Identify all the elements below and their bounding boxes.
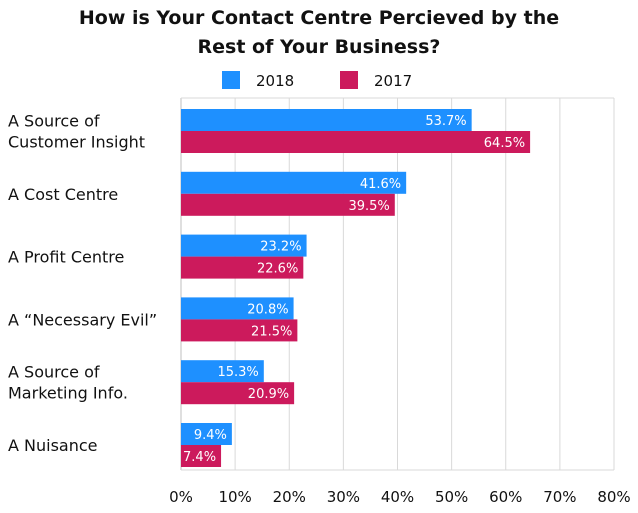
data-label-2018-2: 23.2% bbox=[260, 240, 301, 255]
x-tick-label: 40% bbox=[381, 488, 414, 506]
data-label-2018-0: 53.7% bbox=[425, 114, 466, 129]
bar-2018-5 bbox=[181, 423, 232, 445]
x-tick-label: 80% bbox=[597, 488, 630, 506]
category-label: Customer Insight bbox=[8, 133, 145, 152]
legend-swatch-2018 bbox=[222, 71, 240, 89]
bar-2017-0 bbox=[181, 131, 531, 153]
legend-label-2017: 2017 bbox=[374, 72, 412, 90]
category-label: A Nuisance bbox=[8, 436, 98, 455]
x-tick-label: 10% bbox=[218, 488, 251, 506]
gridlines bbox=[180, 97, 615, 471]
chart-title: How is Your Contact Centre Percieved by … bbox=[79, 7, 559, 58]
bar-2018-4 bbox=[181, 360, 264, 383]
x-tick-label: 50% bbox=[435, 488, 468, 506]
bar-2017-1 bbox=[181, 193, 395, 216]
x-tick-label: 70% bbox=[543, 488, 576, 506]
category-labels: A Source of Customer Insight A Cost Centre… bbox=[8, 112, 157, 456]
data-label-2017-1: 39.5% bbox=[348, 199, 389, 214]
chart-title-line: Rest of Your Business? bbox=[198, 36, 441, 58]
x-tick-label: 0% bbox=[169, 488, 193, 506]
data-label-2017-2: 22.6% bbox=[257, 262, 298, 277]
data-label-2018-5: 9.4% bbox=[194, 428, 227, 443]
bar-2017-2 bbox=[181, 256, 304, 279]
data-label-2018-3: 20.8% bbox=[247, 302, 288, 317]
chart-title-line: How is Your Contact Centre Percieved by … bbox=[79, 7, 559, 29]
bar-2017-3 bbox=[181, 319, 298, 342]
bar-2018-1 bbox=[181, 171, 407, 194]
category-label: A Profit Centre bbox=[8, 248, 124, 267]
bar-2017-5 bbox=[181, 445, 222, 467]
category-label: A “Necessary Evil” bbox=[8, 310, 157, 329]
bars: 53.7% 64.5% 41.6% 39.5% 23.2% 22.6% 20.8% 21.5%… bbox=[181, 109, 531, 467]
bar-2018-3 bbox=[181, 297, 294, 320]
bar-2018-2 bbox=[181, 234, 307, 257]
legend: 2018 2017 bbox=[222, 71, 412, 90]
bar-2017-4 bbox=[181, 382, 295, 405]
legend-swatch-2017 bbox=[340, 71, 358, 89]
bar-2018-0 bbox=[181, 109, 472, 131]
data-label-2018-4: 15.3% bbox=[217, 365, 258, 380]
legend-label-2018: 2018 bbox=[256, 72, 294, 90]
category-label: A Source of bbox=[8, 112, 100, 131]
data-label-2017-0: 64.5% bbox=[484, 136, 525, 151]
data-label-2017-4: 20.9% bbox=[248, 387, 289, 402]
category-label: A Source of bbox=[8, 363, 100, 382]
x-tick-label: 30% bbox=[327, 488, 360, 506]
x-tick-label: 20% bbox=[273, 488, 306, 506]
x-axis-ticks: 0% 10% 20% 30% 40% 50% 60% 70% 80% bbox=[169, 488, 631, 506]
x-tick-label: 60% bbox=[489, 488, 522, 506]
category-label: Marketing Info. bbox=[8, 384, 128, 403]
data-label-2018-1: 41.6% bbox=[360, 177, 401, 192]
category-label: A Cost Centre bbox=[8, 185, 118, 204]
data-label-2017-3: 21.5% bbox=[251, 324, 292, 339]
data-label-2017-5: 7.4% bbox=[183, 450, 216, 465]
